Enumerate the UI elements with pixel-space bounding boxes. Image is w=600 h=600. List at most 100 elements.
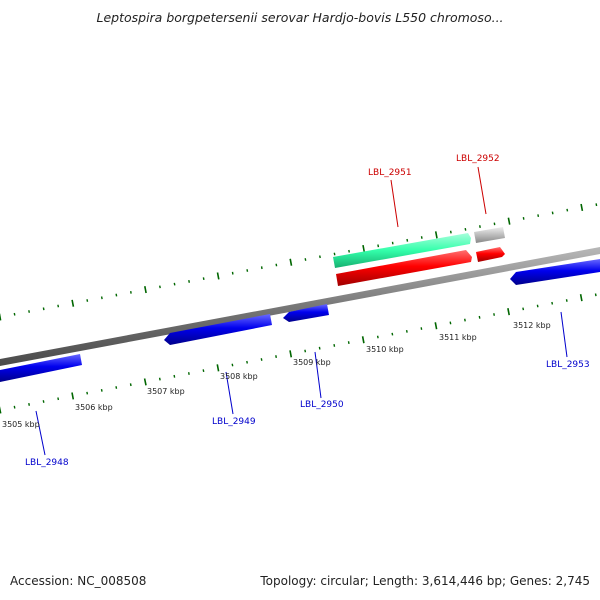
minor-tick xyxy=(57,397,60,401)
minor-tick xyxy=(202,277,205,281)
tick-label: 3509 kbp xyxy=(293,358,331,367)
minor-tick xyxy=(406,238,409,242)
minor-tick xyxy=(420,236,423,239)
tick-label: 3512 kbp xyxy=(513,321,551,330)
gene-LBL_2953-arrow[interactable] xyxy=(510,259,600,285)
minor-tick xyxy=(13,312,16,316)
genome-summary-text: Topology: circular; Length: 3,614,446 bp… xyxy=(260,574,590,588)
major-tick xyxy=(507,308,510,316)
major-tick xyxy=(580,203,584,212)
minor-tick xyxy=(246,269,249,272)
minor-tick xyxy=(537,214,540,218)
minor-tick xyxy=(115,293,118,297)
minor-tick xyxy=(57,304,60,308)
minor-tick xyxy=(86,299,89,302)
minor-tick xyxy=(478,315,481,319)
minor-tick xyxy=(188,279,190,283)
gene-label-LBL_2950[interactable]: LBL_2950 xyxy=(300,400,344,410)
minor-tick xyxy=(333,252,336,256)
major-tick xyxy=(216,272,220,280)
accession-text: Accession: NC_008508 xyxy=(10,574,147,588)
callout-line xyxy=(477,166,487,215)
minor-tick xyxy=(479,225,481,229)
major-tick xyxy=(216,364,220,372)
major-tick xyxy=(289,258,293,266)
minor-tick xyxy=(595,203,598,207)
tick-label: 3508 kbp xyxy=(220,372,258,381)
minor-tick xyxy=(449,321,452,325)
minor-tick xyxy=(231,363,234,367)
major-tick xyxy=(289,350,293,358)
gene-label-LBL_2949[interactable]: LBL_2949 xyxy=(212,417,256,427)
gene-LBL_2949-arrow[interactable] xyxy=(164,314,272,345)
pseudo-feature[interactable] xyxy=(474,227,505,243)
minor-tick xyxy=(594,293,597,297)
major-tick xyxy=(361,336,365,344)
tick-label: 3505 kbp xyxy=(2,420,40,429)
minor-tick xyxy=(304,349,307,353)
minor-tick xyxy=(42,307,45,311)
minor-tick xyxy=(551,301,554,305)
gene-LBL_2952-arrow[interactable] xyxy=(476,247,505,262)
minor-tick xyxy=(304,258,307,261)
minor-tick xyxy=(115,386,118,389)
major-tick xyxy=(71,392,75,400)
minor-tick xyxy=(551,211,554,215)
callout-line xyxy=(390,179,399,228)
minor-tick xyxy=(493,313,495,316)
minor-tick xyxy=(348,249,350,253)
minor-tick xyxy=(522,307,525,311)
gene-label-LBL_2951[interactable]: LBL_2951 xyxy=(368,168,412,178)
gene-label-LBL_2952[interactable]: LBL_2952 xyxy=(456,154,500,164)
minor-tick xyxy=(28,310,30,313)
gene-LBL_2951-arrow[interactable] xyxy=(336,250,472,286)
callout-line xyxy=(225,371,234,415)
minor-tick xyxy=(260,358,263,361)
minor-tick xyxy=(100,296,103,300)
minor-tick xyxy=(319,255,321,259)
lower-tick-row xyxy=(0,293,597,414)
gene-LBL_2950-arrow[interactable] xyxy=(283,304,329,322)
major-tick xyxy=(0,406,2,414)
minor-tick xyxy=(13,405,16,409)
tick-label: 3510 kbp xyxy=(366,345,404,354)
major-tick xyxy=(579,294,583,302)
minor-tick xyxy=(158,377,161,381)
minor-tick xyxy=(129,383,132,387)
minor-tick xyxy=(159,285,161,289)
tick-label: 3511 kbp xyxy=(439,333,477,342)
minor-tick xyxy=(464,227,467,231)
gene-label-LBL_2953[interactable]: LBL_2953 xyxy=(546,360,590,370)
minor-tick xyxy=(464,318,466,322)
upper-tick-row xyxy=(0,203,598,321)
major-tick xyxy=(434,231,438,239)
minor-tick xyxy=(377,244,380,248)
major-tick xyxy=(143,378,147,386)
callout-line xyxy=(314,351,322,399)
tick-label: 3507 kbp xyxy=(147,387,185,396)
minor-tick xyxy=(566,208,569,212)
gene-label-LBL_2948[interactable]: LBL_2948 xyxy=(25,458,69,468)
major-tick xyxy=(0,313,2,321)
major-tick xyxy=(507,217,511,225)
minor-tick xyxy=(202,369,205,373)
minor-tick xyxy=(275,263,278,267)
rna-feature[interactable] xyxy=(333,233,471,268)
major-tick xyxy=(362,244,366,253)
minor-tick xyxy=(173,282,176,286)
callout-line xyxy=(560,311,568,358)
minor-tick xyxy=(347,341,350,345)
minor-tick xyxy=(173,374,176,378)
minor-tick xyxy=(449,230,452,234)
minor-tick xyxy=(333,343,336,347)
minor-tick xyxy=(246,360,248,364)
gene-LBL_2948-arrow[interactable] xyxy=(0,354,82,382)
callout-line xyxy=(35,410,46,456)
minor-tick xyxy=(318,346,321,350)
minor-tick xyxy=(391,332,394,336)
minor-tick xyxy=(405,329,408,333)
major-tick xyxy=(71,299,75,307)
minor-tick xyxy=(28,402,30,406)
chromosome-backbone xyxy=(0,247,600,366)
